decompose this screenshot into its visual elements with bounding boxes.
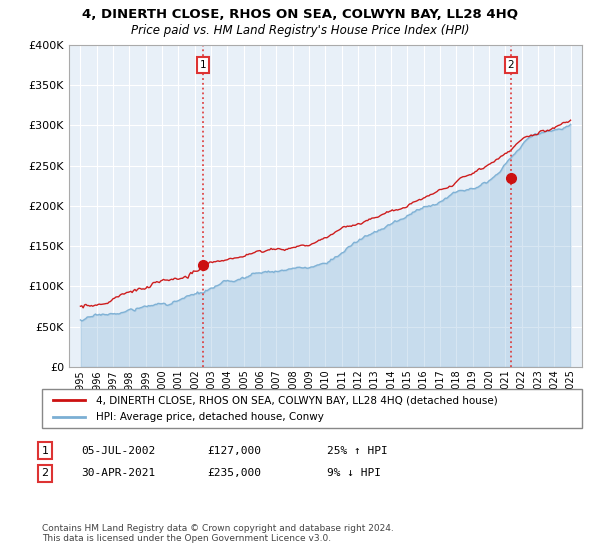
Text: 2: 2 [41, 468, 49, 478]
Text: 30-APR-2021: 30-APR-2021 [81, 468, 155, 478]
Text: 25% ↑ HPI: 25% ↑ HPI [327, 446, 388, 456]
Text: 1: 1 [41, 446, 49, 456]
Text: 9% ↓ HPI: 9% ↓ HPI [327, 468, 381, 478]
Text: 1: 1 [200, 60, 206, 70]
Text: HPI: Average price, detached house, Conwy: HPI: Average price, detached house, Conw… [96, 412, 324, 422]
Text: 4, DINERTH CLOSE, RHOS ON SEA, COLWYN BAY, LL28 4HQ: 4, DINERTH CLOSE, RHOS ON SEA, COLWYN BA… [82, 8, 518, 21]
FancyBboxPatch shape [42, 389, 582, 428]
Text: Price paid vs. HM Land Registry's House Price Index (HPI): Price paid vs. HM Land Registry's House … [131, 24, 469, 37]
Text: Contains HM Land Registry data © Crown copyright and database right 2024.
This d: Contains HM Land Registry data © Crown c… [42, 524, 394, 543]
Text: 2: 2 [507, 60, 514, 70]
Text: 05-JUL-2002: 05-JUL-2002 [81, 446, 155, 456]
Text: £235,000: £235,000 [207, 468, 261, 478]
Text: 4, DINERTH CLOSE, RHOS ON SEA, COLWYN BAY, LL28 4HQ (detached house): 4, DINERTH CLOSE, RHOS ON SEA, COLWYN BA… [96, 395, 498, 405]
Text: £127,000: £127,000 [207, 446, 261, 456]
